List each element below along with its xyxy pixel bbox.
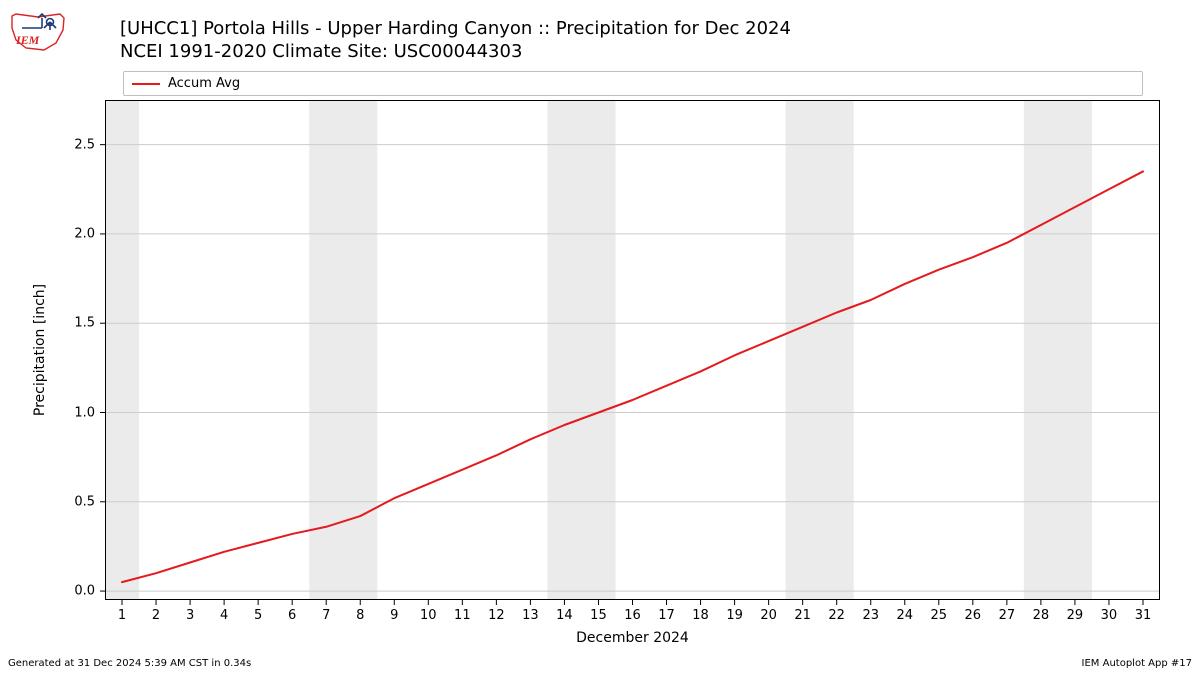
x-tick-label: 15 xyxy=(590,608,607,623)
x-tick-label: 14 xyxy=(556,608,573,623)
y-tick-label: 2.5 xyxy=(74,137,95,152)
x-tick-label: 8 xyxy=(356,608,364,623)
x-tick-label: 4 xyxy=(220,608,228,623)
svg-text:IEM: IEM xyxy=(15,33,40,47)
x-tick-label: 19 xyxy=(726,608,743,623)
x-tick-label: 3 xyxy=(186,608,194,623)
x-tick-label: 30 xyxy=(1101,608,1118,623)
x-tick-label: 5 xyxy=(254,608,262,623)
x-tick-label: 31 xyxy=(1135,608,1152,623)
footer-app: IEM Autoplot App #17 xyxy=(1082,658,1192,669)
x-tick-label: 12 xyxy=(488,608,505,623)
title-line-1: [UHCC1] Portola Hills - Upper Harding Ca… xyxy=(120,18,791,41)
legend-swatch xyxy=(132,83,160,85)
x-tick-label: 2 xyxy=(152,608,160,623)
y-tick-label: 1.5 xyxy=(74,316,95,331)
x-tick-label: 9 xyxy=(390,608,398,623)
x-tick-label: 28 xyxy=(1033,608,1050,623)
x-tick-label: 7 xyxy=(322,608,330,623)
x-tick-label: 17 xyxy=(658,608,675,623)
y-tick-label: 2.0 xyxy=(74,226,95,241)
chart-legend: Accum Avg xyxy=(123,71,1143,96)
iem-logo: IEM xyxy=(8,8,68,53)
footer-generated: Generated at 31 Dec 2024 5:39 AM CST in … xyxy=(8,658,251,669)
x-tick-label: 25 xyxy=(931,608,948,623)
y-axis-label: Precipitation [inch] xyxy=(32,284,48,416)
x-tick-label: 13 xyxy=(522,608,539,623)
legend-label: Accum Avg xyxy=(168,76,240,91)
x-axis-label: December 2024 xyxy=(576,630,689,646)
y-tick-label: 1.0 xyxy=(74,405,95,420)
y-tick-label: 0.5 xyxy=(74,494,95,509)
x-tick-label: 1 xyxy=(118,608,126,623)
chart-svg xyxy=(105,100,1160,600)
x-tick-label: 10 xyxy=(420,608,437,623)
x-tick-label: 26 xyxy=(965,608,982,623)
x-tick-label: 20 xyxy=(760,608,777,623)
y-tick-label: 0.0 xyxy=(74,584,95,599)
x-tick-label: 18 xyxy=(692,608,709,623)
x-tick-label: 16 xyxy=(624,608,641,623)
x-tick-label: 6 xyxy=(288,608,296,623)
chart-title: [UHCC1] Portola Hills - Upper Harding Ca… xyxy=(120,18,791,63)
x-tick-label: 23 xyxy=(862,608,879,623)
title-line-2: NCEI 1991-2020 Climate Site: USC00044303 xyxy=(120,41,791,64)
x-tick-label: 27 xyxy=(999,608,1016,623)
x-tick-label: 21 xyxy=(794,608,811,623)
x-tick-label: 22 xyxy=(828,608,845,623)
chart-plot-area: 1234567891011121314151617181920212223242… xyxy=(105,100,1160,600)
x-tick-label: 29 xyxy=(1067,608,1084,623)
x-tick-label: 11 xyxy=(454,608,471,623)
x-tick-label: 24 xyxy=(896,608,913,623)
